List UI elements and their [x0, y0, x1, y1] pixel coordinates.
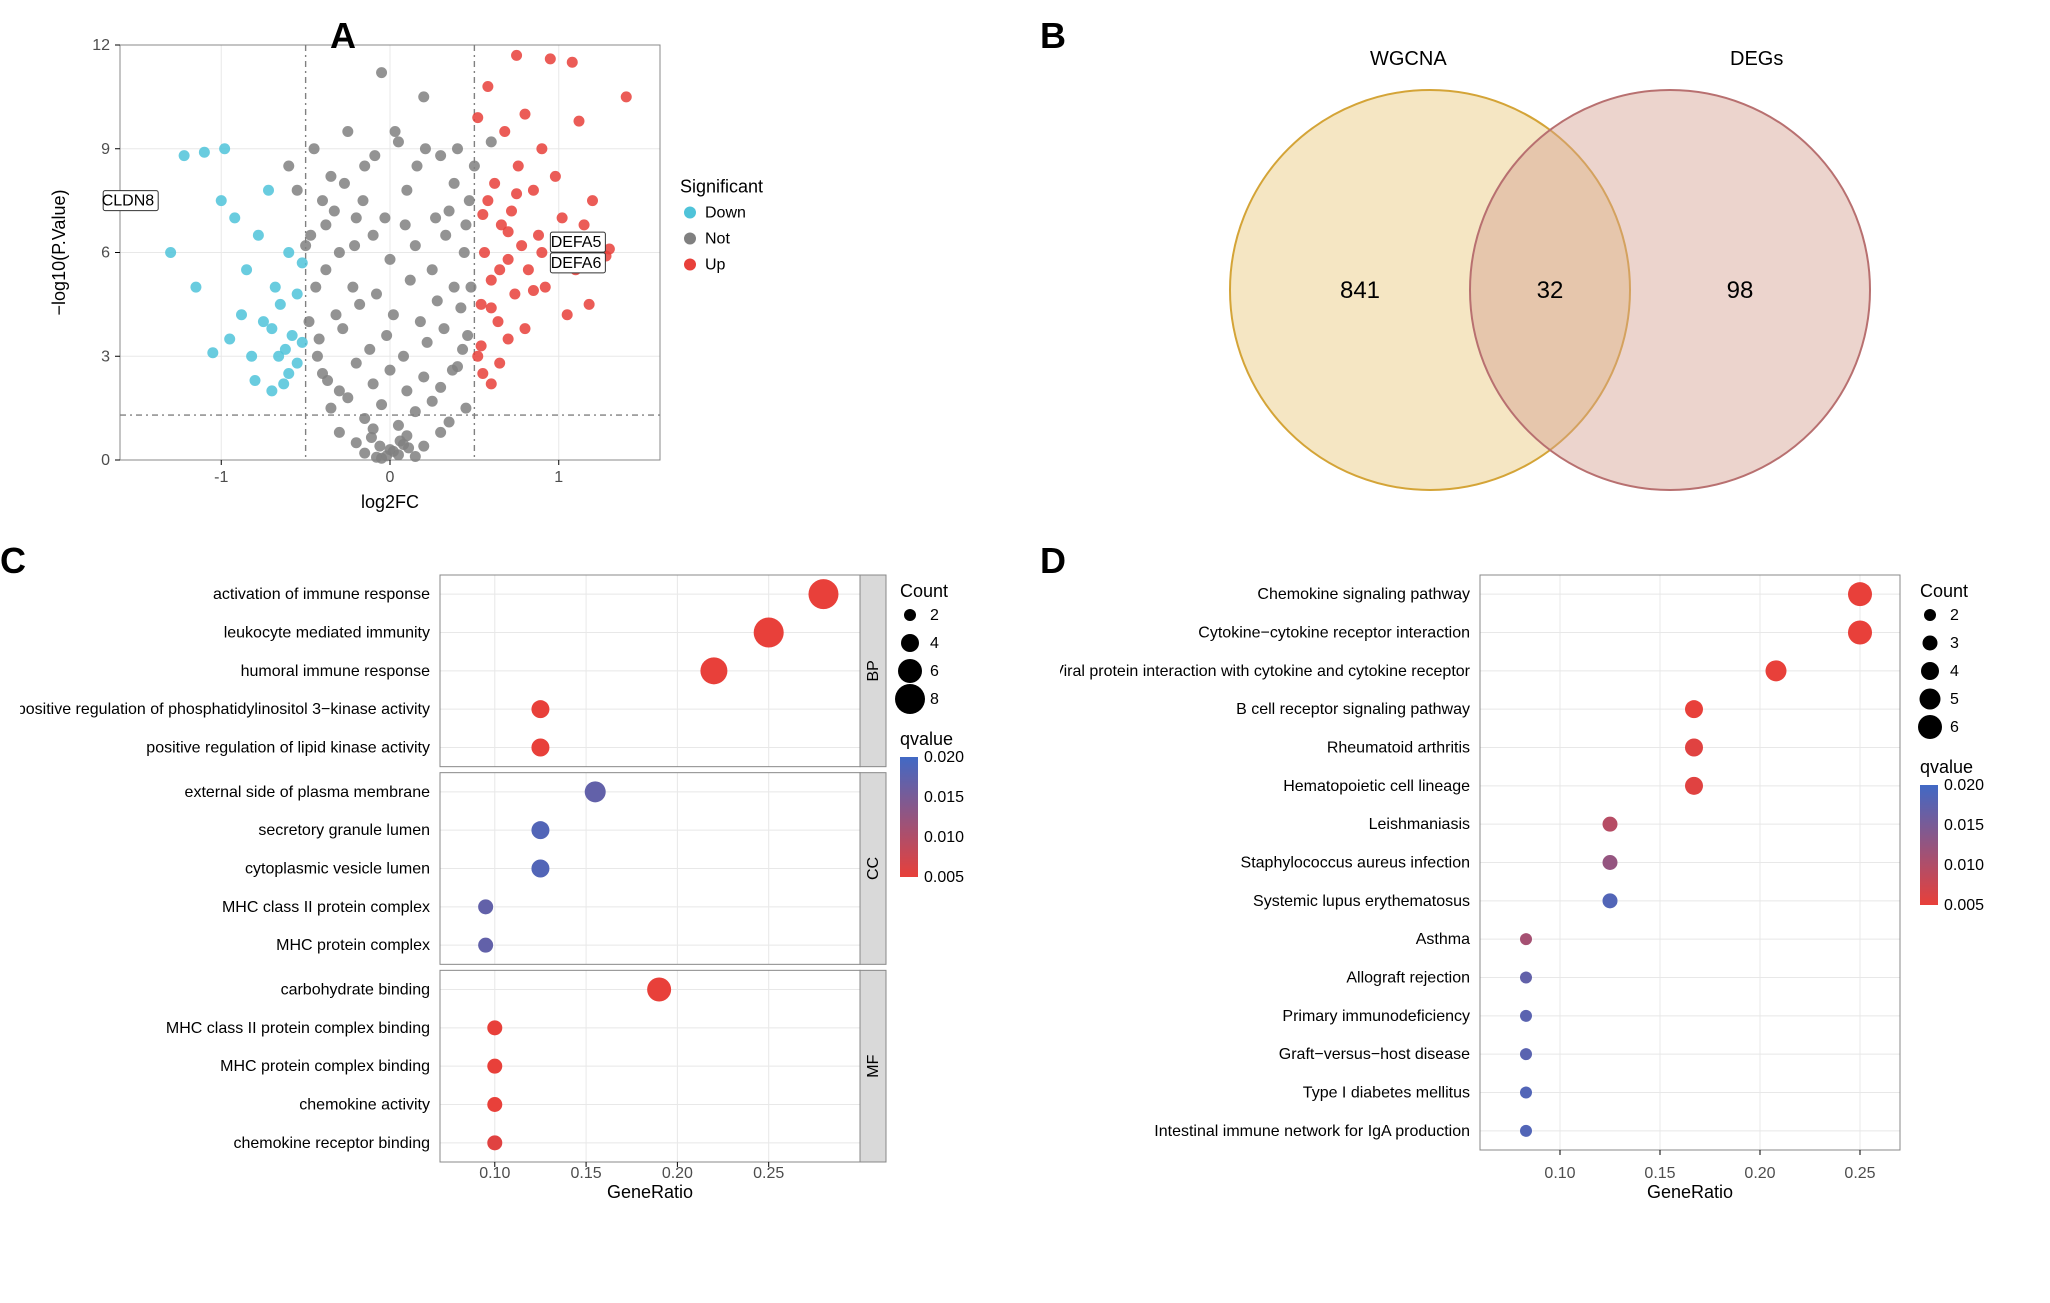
svg-text:qvalue: qvalue: [900, 729, 953, 749]
svg-text:Allograft rejection: Allograft rejection: [1346, 970, 1470, 987]
panel-label-b: B: [1040, 15, 1066, 57]
svg-text:3: 3: [101, 348, 110, 365]
svg-text:Primary immunodeficiency: Primary immunodeficiency: [1282, 1008, 1470, 1025]
venn-diagram: WGCNA DEGs 841 32 98: [1110, 20, 2010, 520]
svg-text:MF: MF: [865, 1054, 882, 1077]
svg-text:Cytokine−cytokine receptor int: Cytokine−cytokine receptor interaction: [1198, 625, 1470, 642]
svg-text:MHC class II protein complex b: MHC class II protein complex binding: [166, 1020, 430, 1037]
svg-text:DEFA5: DEFA5: [551, 234, 602, 251]
svg-text:CC: CC: [865, 857, 882, 880]
svg-text:0.15: 0.15: [571, 1165, 602, 1182]
svg-text:0.015: 0.015: [924, 789, 964, 806]
svg-text:-1: -1: [214, 469, 228, 486]
svg-text:MHC protein complex: MHC protein complex: [276, 937, 430, 954]
svg-text:Chemokine signaling pathway: Chemokine signaling pathway: [1257, 586, 1470, 603]
svg-text:qvalue: qvalue: [1920, 757, 1973, 777]
panel-label-d: D: [1040, 540, 1066, 582]
svg-text:positive regulation of lipid k: positive regulation of lipid kinase acti…: [146, 740, 430, 757]
svg-text:B cell receptor signaling path: B cell receptor signaling pathway: [1236, 701, 1470, 718]
svg-text:98: 98: [1727, 277, 1754, 304]
svg-text:DEGs: DEGs: [1730, 48, 1783, 70]
svg-text:MHC protein complex binding: MHC protein complex binding: [220, 1058, 430, 1075]
svg-text:MHC class II protein complex: MHC class II protein complex: [222, 899, 430, 916]
panel-label-c: C: [0, 540, 26, 582]
panel-b-venn: B WGCNADEGs8413298: [1060, 20, 2050, 520]
svg-text:4: 4: [930, 635, 939, 652]
volcano-plot: CLDN8 DEFA5 DEFA6 -1 0 1 0 3 6 9 12 log2FC −log10(P.…: [20, 20, 840, 520]
svg-text:4: 4: [1950, 663, 1959, 680]
svg-text:0.015: 0.015: [1944, 817, 1984, 834]
svg-text:0.020: 0.020: [1944, 777, 1984, 794]
svg-text:Down: Down: [705, 205, 746, 222]
svg-text:12: 12: [92, 37, 110, 54]
svg-text:humoral immune response: humoral immune response: [241, 663, 431, 680]
svg-text:0: 0: [101, 452, 110, 469]
svg-text:DEFA6: DEFA6: [551, 255, 602, 272]
svg-text:5: 5: [1950, 691, 1959, 708]
svg-text:9: 9: [101, 141, 110, 158]
svg-text:cytoplasmic vesicle lumen: cytoplasmic vesicle lumen: [245, 861, 430, 878]
svg-text:Count: Count: [1920, 581, 1968, 601]
svg-text:6: 6: [930, 663, 939, 680]
svg-text:0.10: 0.10: [479, 1165, 510, 1182]
svg-text:Systemic lupus erythematosus: Systemic lupus erythematosus: [1253, 893, 1470, 910]
svg-text:0.25: 0.25: [1844, 1165, 1875, 1182]
svg-text:positive regulation of phospha: positive regulation of phosphatidylinosi…: [20, 701, 430, 718]
svg-text:2: 2: [930, 607, 939, 624]
svg-text:Asthma: Asthma: [1416, 931, 1470, 948]
svg-text:0.005: 0.005: [1944, 897, 1984, 914]
svg-text:chemokine receptor binding: chemokine receptor binding: [233, 1135, 430, 1152]
svg-text:Up: Up: [705, 257, 726, 274]
svg-text:Viral protein interaction with: Viral protein interaction with cytokine …: [1060, 663, 1471, 680]
svg-text:carbohydrate binding: carbohydrate binding: [281, 982, 430, 999]
svg-text:3: 3: [1950, 635, 1959, 652]
svg-text:0.005: 0.005: [924, 869, 964, 886]
svg-text:Hematopoietic cell lineage: Hematopoietic cell lineage: [1283, 778, 1470, 795]
svg-text:1: 1: [554, 469, 563, 486]
svg-text:GeneRatio: GeneRatio: [1647, 1182, 1733, 1200]
svg-text:0.25: 0.25: [753, 1165, 784, 1182]
go-dotplot: activation of immune response leukocyte m…: [20, 550, 1020, 1200]
svg-text:log2FC: log2FC: [361, 492, 419, 512]
svg-text:0.020: 0.020: [924, 749, 964, 766]
svg-text:0: 0: [386, 469, 395, 486]
svg-text:Significant: Significant: [680, 177, 763, 197]
svg-text:0.010: 0.010: [924, 829, 964, 846]
svg-text:Leishmaniasis: Leishmaniasis: [1369, 816, 1470, 833]
kegg-dotplot: Chemokine signaling pathway Cytokine−cyto…: [1060, 550, 2050, 1200]
svg-text:32: 32: [1537, 277, 1564, 304]
svg-text:2: 2: [1950, 607, 1959, 624]
svg-text:0.20: 0.20: [662, 1165, 693, 1182]
svg-text:WGCNA: WGCNA: [1370, 48, 1447, 70]
svg-text:activation of immune response: activation of immune response: [213, 586, 430, 603]
svg-text:−log10(P.Value): −log10(P.Value): [49, 190, 69, 316]
svg-text:841: 841: [1340, 277, 1380, 304]
svg-text:6: 6: [101, 245, 110, 262]
svg-text:Rheumatoid arthritis: Rheumatoid arthritis: [1327, 740, 1470, 757]
svg-text:0.10: 0.10: [1544, 1165, 1575, 1182]
svg-text:chemokine activity: chemokine activity: [299, 1097, 430, 1114]
figure-grid: A CLDN8DEFA5DEFA6-101036912log2FC−log10(…: [20, 20, 2030, 1205]
svg-text:0.20: 0.20: [1744, 1165, 1775, 1182]
svg-text:0.15: 0.15: [1644, 1165, 1675, 1182]
svg-text:Not: Not: [705, 231, 730, 248]
svg-text:BP: BP: [865, 660, 882, 681]
svg-text:external side of plasma membra: external side of plasma membrane: [185, 784, 431, 801]
svg-text:6: 6: [1950, 719, 1959, 736]
panel-d-dotplot: D Chemokine signaling pathwayCytokine−cy…: [1060, 550, 2050, 1205]
panel-a-volcano: A CLDN8DEFA5DEFA6-101036912log2FC−log10(…: [20, 20, 1020, 520]
svg-text:secretory granule lumen: secretory granule lumen: [258, 822, 430, 839]
svg-text:Intestinal immune network for: Intestinal immune network for IgA produc…: [1154, 1123, 1470, 1140]
svg-text:Staphylococcus aureus infectio: Staphylococcus aureus infection: [1241, 855, 1470, 872]
svg-text:0.010: 0.010: [1944, 857, 1984, 874]
panel-label-a: A: [330, 15, 356, 57]
svg-text:GeneRatio: GeneRatio: [607, 1182, 693, 1200]
svg-text:Graft−versus−host disease: Graft−versus−host disease: [1279, 1046, 1470, 1063]
panel-c-dotplot: C activation of immune responseleukocyte…: [20, 550, 1020, 1205]
svg-text:leukocyte mediated immunity: leukocyte mediated immunity: [224, 625, 430, 642]
svg-text:Count: Count: [900, 581, 948, 601]
svg-text:8: 8: [930, 691, 939, 708]
svg-text:CLDN8: CLDN8: [102, 193, 155, 210]
svg-text:Type I diabetes mellitus: Type I diabetes mellitus: [1303, 1085, 1470, 1102]
